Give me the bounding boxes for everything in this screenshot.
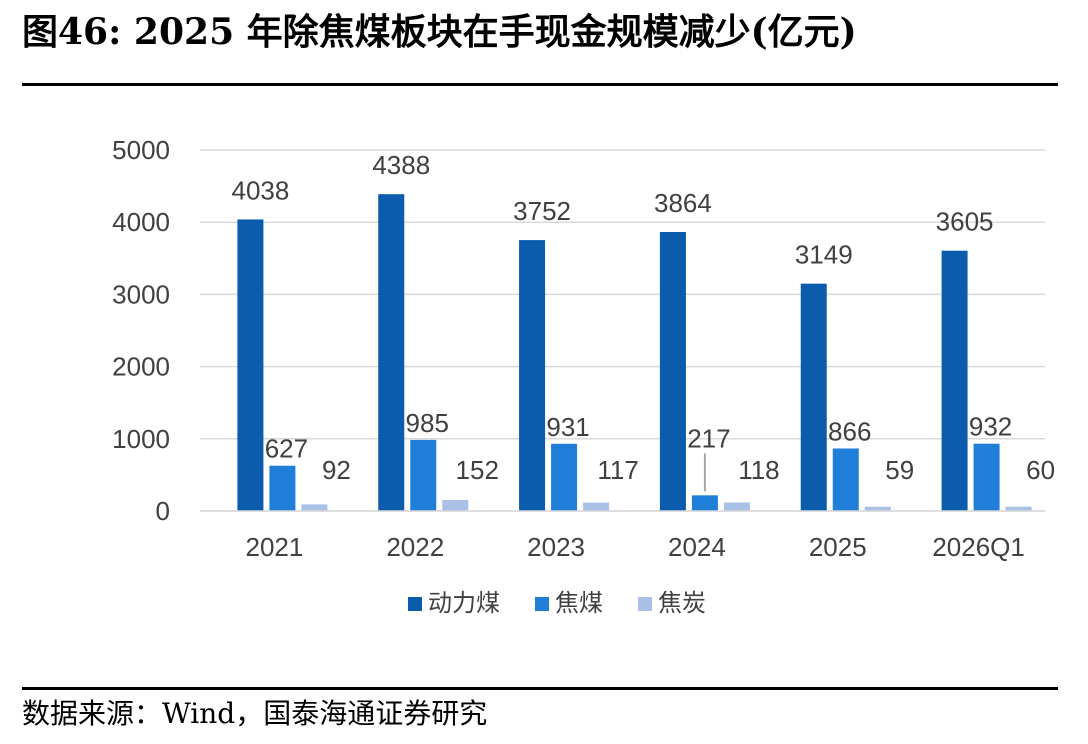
data-label: 866	[828, 416, 871, 446]
data-label: 4038	[231, 175, 289, 205]
data-label: 4388	[372, 150, 430, 180]
y-tick-label: 2000	[112, 352, 170, 382]
bar	[301, 504, 328, 511]
data-label: 3752	[513, 196, 571, 226]
x-tick-label: 2024	[668, 532, 726, 562]
legend-label: 焦煤	[555, 589, 603, 617]
data-label: 217	[687, 423, 730, 453]
y-tick-label: 5000	[112, 135, 170, 165]
title-divider	[22, 83, 1058, 86]
bar	[973, 443, 1000, 511]
y-tick-label: 3000	[112, 279, 170, 309]
data-label: 3605	[936, 207, 994, 237]
data-label: 59	[885, 455, 914, 485]
bar	[551, 443, 578, 511]
bar	[832, 448, 859, 511]
x-tick-label: 2025	[809, 532, 867, 562]
y-tick-label: 4000	[112, 207, 170, 237]
bar	[941, 250, 968, 511]
bar	[1005, 506, 1032, 511]
bar	[659, 232, 686, 511]
data-label: 931	[546, 412, 589, 442]
x-tick-label: 2023	[527, 532, 585, 562]
legend-label: 焦炭	[658, 589, 706, 617]
bar	[519, 240, 546, 512]
y-tick-label: 1000	[112, 424, 170, 454]
bar	[378, 194, 405, 511]
bar	[800, 283, 827, 511]
bar	[864, 506, 891, 511]
legend-swatch	[535, 597, 549, 611]
x-tick-label: 2022	[386, 532, 444, 562]
x-tick-label: 2026Q1	[932, 532, 1025, 562]
data-label: 92	[322, 455, 351, 485]
data-label: 118	[738, 455, 779, 485]
bar	[723, 502, 750, 511]
x-tick-label: 2021	[245, 532, 303, 562]
page-title: 图46: 2025 年除焦煤板块在手现金规模减少(亿元)	[22, 11, 857, 53]
legend-label: 动力煤	[428, 589, 500, 617]
source-divider	[22, 687, 1058, 690]
data-label: 985	[406, 408, 449, 438]
data-label: 152	[456, 455, 499, 485]
legend-swatch	[408, 597, 422, 611]
bar	[442, 500, 469, 511]
bar	[583, 502, 610, 511]
bar	[237, 219, 264, 511]
source-note: 数据来源：Wind，国泰海通证券研究	[22, 697, 488, 730]
data-label: 3149	[795, 240, 853, 270]
data-label: 117	[597, 455, 638, 485]
bar	[691, 495, 718, 511]
data-label: 3864	[654, 188, 712, 218]
bar	[269, 465, 296, 511]
data-label: 60	[1026, 455, 1055, 485]
y-tick-label: 0	[156, 496, 170, 526]
legend-swatch	[638, 597, 652, 611]
bar	[410, 439, 437, 511]
data-label: 627	[265, 434, 308, 464]
data-label: 932	[969, 412, 1012, 442]
